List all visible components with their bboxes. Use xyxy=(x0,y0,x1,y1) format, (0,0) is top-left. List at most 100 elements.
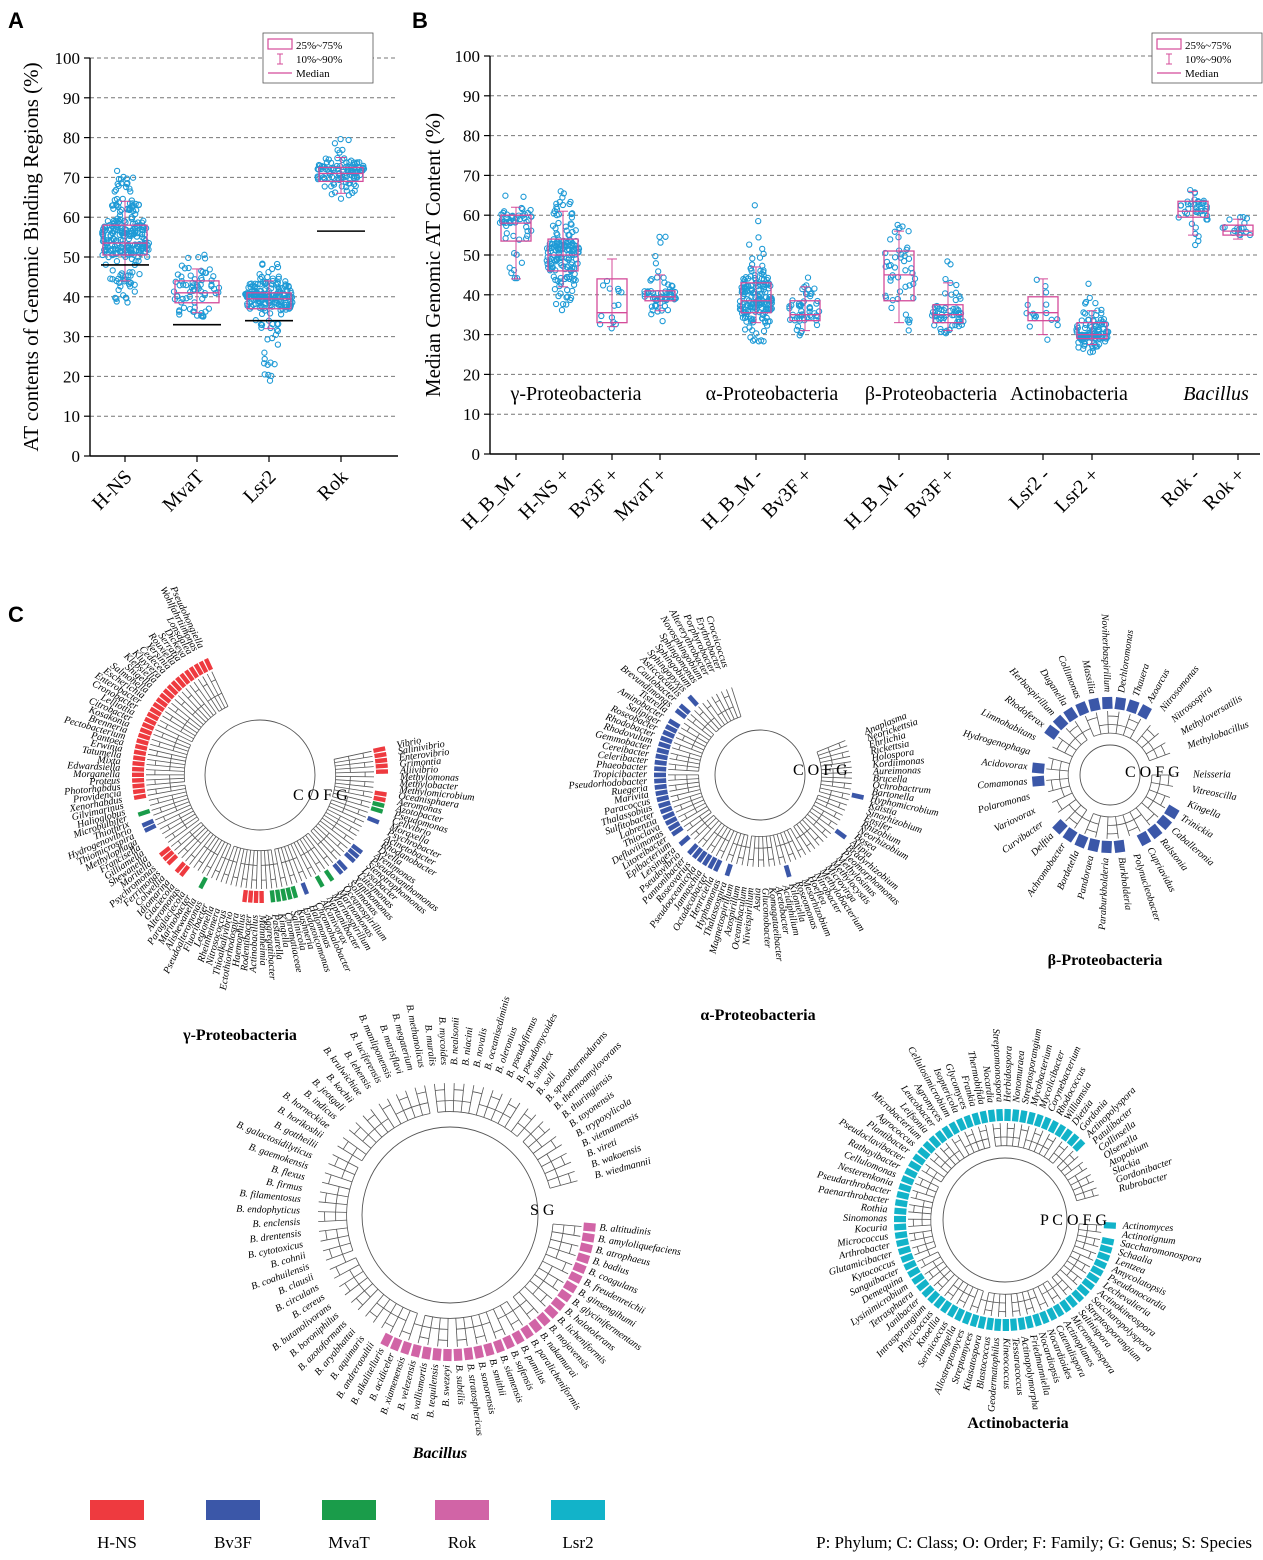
tree-leaf-label: B. tequilensis xyxy=(425,1364,441,1419)
data-point xyxy=(273,260,281,268)
tree-branch xyxy=(1065,804,1082,822)
tree-branch xyxy=(821,780,852,785)
data-point xyxy=(559,300,567,308)
tree-branch xyxy=(758,836,760,868)
tree-branch xyxy=(146,777,185,781)
tree-branch-arc xyxy=(324,1193,327,1203)
tree-branch xyxy=(910,1235,933,1242)
data-point xyxy=(763,314,770,322)
data-point xyxy=(1048,316,1055,323)
tree-branch xyxy=(702,822,722,848)
tree-branch xyxy=(193,681,217,714)
tree-branch-arc xyxy=(806,842,811,847)
tree-branch-arc xyxy=(1058,1145,1065,1151)
tree-branch-arc xyxy=(362,790,365,796)
tree-mark-h-ns xyxy=(193,663,204,676)
tree-branch-arc xyxy=(191,854,196,859)
data-point xyxy=(275,288,282,296)
data-point xyxy=(513,274,521,282)
tree-mark-lsr2 xyxy=(1101,1236,1115,1246)
data-point xyxy=(758,270,765,277)
tree-branch xyxy=(334,789,372,798)
data-point xyxy=(618,289,625,296)
tree-branch-arc xyxy=(337,842,341,847)
y-tick-label: 90 xyxy=(63,89,80,108)
panel-letter-a: A xyxy=(8,8,24,33)
tree-branch-arc xyxy=(1069,725,1079,733)
data-point xyxy=(126,269,133,276)
legend-median-label: Median xyxy=(1185,68,1219,80)
data-point xyxy=(1203,212,1211,220)
tree-mark-h-ns xyxy=(175,676,187,689)
tree-branch xyxy=(325,811,360,832)
data-point xyxy=(751,288,758,296)
data-point xyxy=(568,250,576,257)
group-label: Bacillus xyxy=(1183,383,1249,405)
y-tick-label: 80 xyxy=(63,129,80,148)
tree-branch xyxy=(1129,718,1142,739)
data-point xyxy=(338,183,345,190)
data-point xyxy=(572,227,579,234)
tree-branch xyxy=(150,743,188,755)
data-point xyxy=(113,277,120,285)
tree-branch-arc xyxy=(692,718,697,724)
tree-mark-bv3f xyxy=(701,853,713,867)
data-point xyxy=(132,210,139,218)
data-point xyxy=(553,257,561,264)
tree-leaf-label: Vibrio xyxy=(396,735,423,751)
tree-branch xyxy=(255,850,258,889)
tree-branch xyxy=(971,1128,980,1151)
tree-mark-bv3f xyxy=(659,735,673,745)
data-point xyxy=(117,176,125,183)
data-point xyxy=(121,217,128,224)
data-point xyxy=(328,191,335,198)
tree-branch-arc xyxy=(1039,1301,1046,1306)
tree-branch xyxy=(671,792,702,803)
tree-mark-mvat xyxy=(285,887,293,900)
tree-branch-arc xyxy=(242,878,248,880)
tree-branch-arc xyxy=(457,1338,467,1341)
tree-branch xyxy=(909,1204,932,1209)
tree-mark-h-ns xyxy=(137,732,151,741)
tree-branch-arc xyxy=(522,1141,551,1189)
data-point xyxy=(1033,276,1040,283)
tree-branch-arc xyxy=(1092,1238,1096,1246)
tree-branch xyxy=(215,844,232,881)
data-point xyxy=(258,310,266,318)
data-point xyxy=(575,245,583,253)
tree-branch xyxy=(917,1251,939,1263)
data-point xyxy=(183,295,190,302)
tree-branch xyxy=(673,796,703,808)
tree-mark-bv3f xyxy=(654,766,667,772)
data-point xyxy=(736,302,744,310)
tree-mark-bv3f xyxy=(1136,830,1152,847)
tree-mark-rok xyxy=(511,1330,525,1345)
tree-branch xyxy=(690,814,714,836)
data-point xyxy=(569,228,576,236)
tree-mark-lsr2 xyxy=(1004,1108,1011,1122)
tree-branch xyxy=(736,834,745,865)
tree-branch-arc xyxy=(768,858,774,860)
tree-2: NeisseriaVitreoscillaKingellaTrinickiaCa… xyxy=(961,613,1251,969)
tree-branch xyxy=(274,849,283,887)
data-point xyxy=(1194,208,1201,216)
x-tick-label: Rok - xyxy=(1157,464,1204,511)
tree-branch xyxy=(333,750,372,760)
tree-branch-arc xyxy=(475,1335,486,1339)
data-point xyxy=(560,237,567,245)
data-point xyxy=(563,286,571,294)
tree-branch-arc xyxy=(695,830,700,835)
tree-branch xyxy=(284,846,298,883)
data-point xyxy=(1200,200,1207,207)
tree-branch xyxy=(1122,714,1131,736)
tree-branch xyxy=(807,813,832,835)
panel-b-boxplot: 0 10 20 30 40 50 60 70 80 90 100 Median Genomic AT … xyxy=(421,32,1263,534)
data-point xyxy=(550,273,557,280)
tree-branch-arc xyxy=(1107,715,1119,718)
tree-branch-arc xyxy=(493,1328,503,1333)
tree-branch xyxy=(146,764,185,769)
y-tick-label: 60 xyxy=(463,206,480,225)
panel-letter-c: C xyxy=(8,602,24,627)
data-point xyxy=(320,174,327,181)
